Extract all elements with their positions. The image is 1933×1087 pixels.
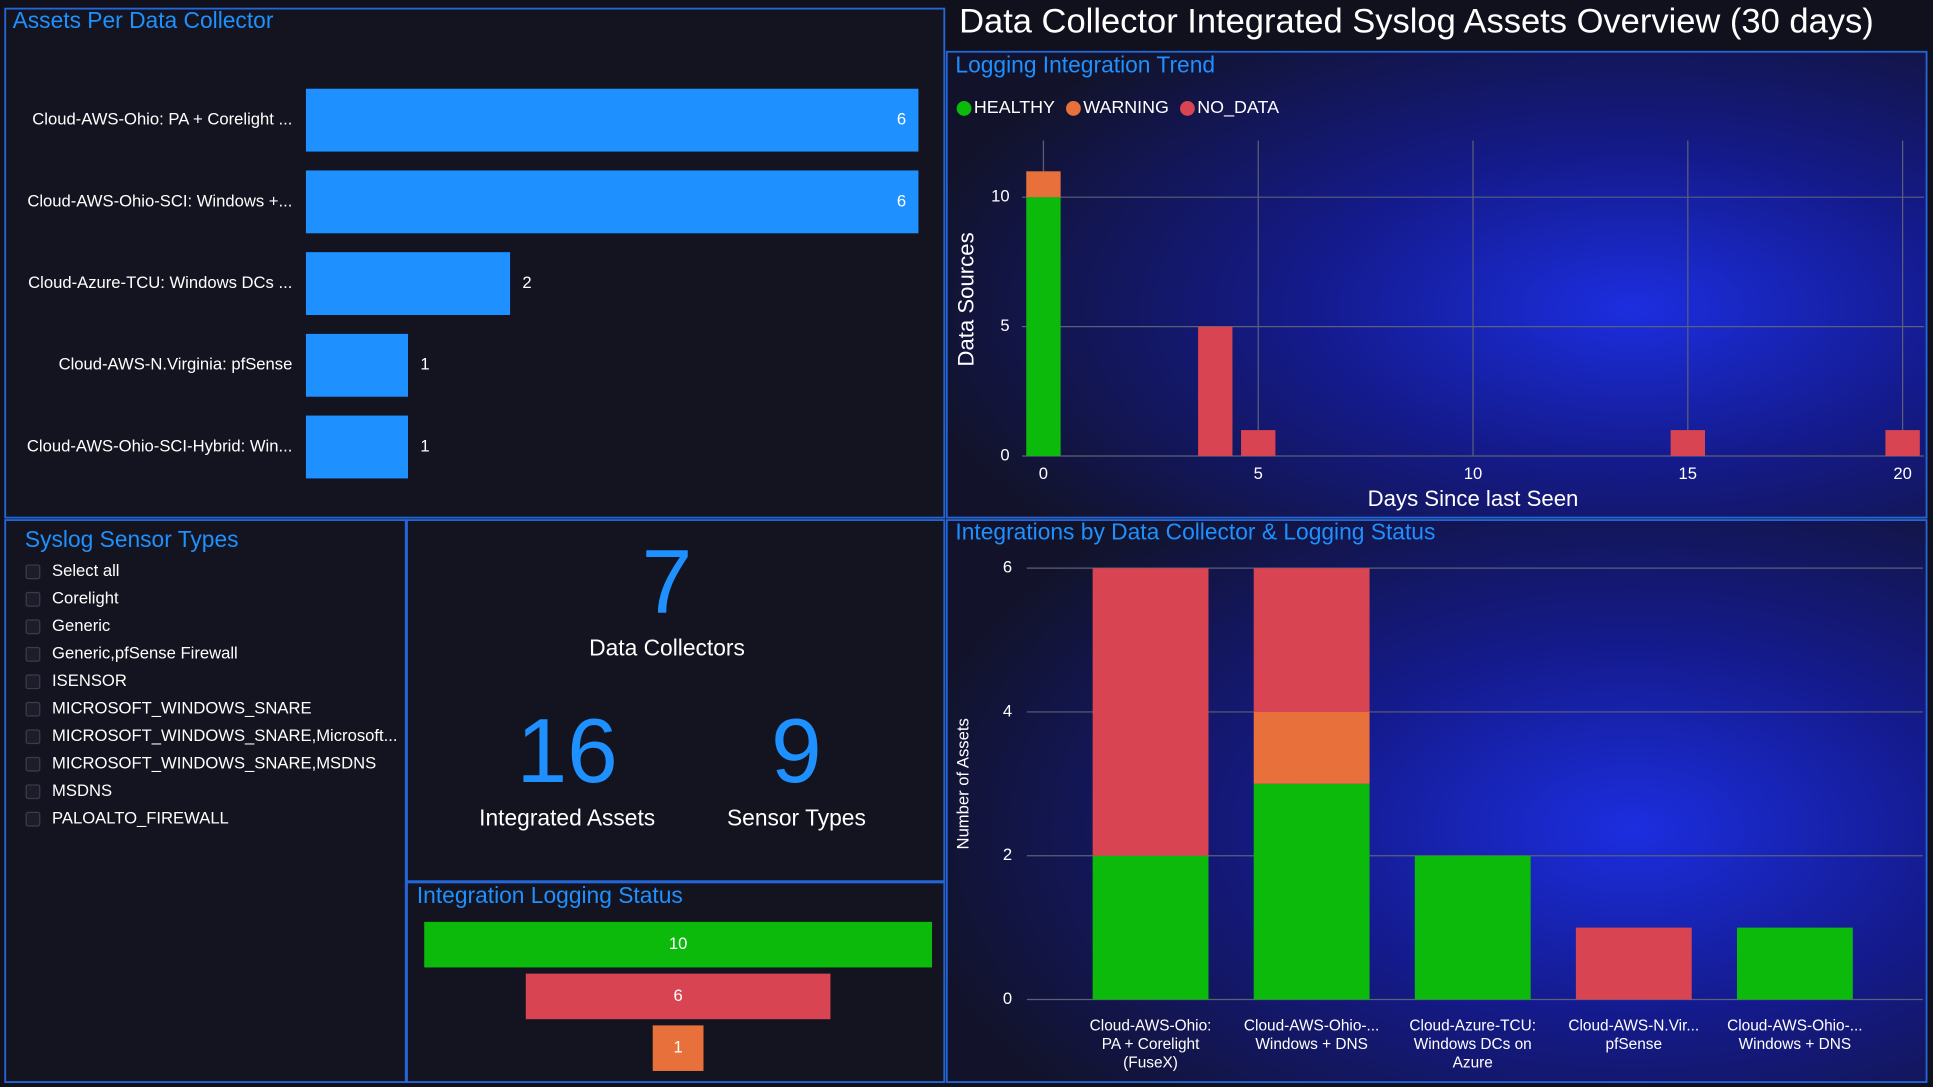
- data-label: 6: [673, 986, 682, 1005]
- checkbox[interactable]: [25, 701, 41, 717]
- bar: [1885, 430, 1920, 456]
- bar: [1198, 326, 1233, 456]
- y-tick-label: Cloud-AWS-Ohio-SCI: Windows +...: [27, 191, 292, 210]
- bar: [305, 252, 511, 316]
- legend-label: HEALTHY: [974, 97, 1055, 117]
- data-label: 1: [420, 436, 429, 455]
- data-label: 1: [420, 355, 429, 374]
- filter-option[interactable]: PALOALTO_FIREWALL: [52, 809, 229, 828]
- checkbox[interactable]: [25, 646, 41, 662]
- filter-option[interactable]: ISENSOR: [52, 671, 127, 690]
- chart-title: Integration Logging Status: [417, 882, 683, 908]
- kpi-label: Integrated Assets: [479, 805, 655, 831]
- page-title: Data Collector Integrated Syslog Assets …: [959, 3, 1874, 41]
- filter-option[interactable]: MICROSOFT_WINDOWS_SNARE,Microsoft...: [52, 726, 397, 745]
- funnel-segment: [424, 921, 932, 968]
- kpi-value: 7: [642, 531, 693, 633]
- filter-option[interactable]: Corelight: [52, 589, 119, 608]
- checkbox[interactable]: [25, 674, 41, 690]
- filter-option[interactable]: MICROSOFT_WINDOWS_SNARE: [52, 699, 312, 718]
- y-axis-title: Number of Assets: [953, 718, 972, 849]
- panel: [406, 519, 946, 883]
- legend-marker: [1180, 101, 1195, 116]
- checkbox[interactable]: [25, 811, 41, 827]
- bar: [1253, 568, 1370, 712]
- y-tick-label: Cloud-AWS-Ohio-SCI-Hybrid: Win...: [27, 436, 292, 455]
- legend-marker: [1066, 101, 1081, 116]
- bar: [305, 415, 409, 479]
- y-axis-title: Data Sources: [954, 232, 979, 366]
- kpi-label: Sensor Types: [727, 805, 866, 831]
- filter-option[interactable]: Generic: [52, 616, 110, 635]
- y-tick-label: 0: [1000, 445, 1009, 464]
- bar: [1241, 430, 1276, 456]
- x-tick-label: 20: [1893, 464, 1911, 483]
- bar: [1736, 927, 1853, 1000]
- legend-label: WARNING: [1083, 97, 1169, 117]
- bar: [305, 170, 919, 234]
- filter-option[interactable]: MSDNS: [52, 781, 112, 800]
- x-tick-label: Cloud-AWS-Ohio: PA + Corelight (FuseX): [1090, 1018, 1212, 1072]
- filter-title: Syslog Sensor Types: [25, 526, 239, 552]
- checkbox[interactable]: [25, 784, 41, 800]
- filter-option[interactable]: Generic,pfSense Firewall: [52, 644, 238, 663]
- chart-title: Integrations by Data Collector & Logging…: [955, 519, 1435, 545]
- kpi-label: Data Collectors: [589, 635, 745, 661]
- data-label: 6: [897, 110, 906, 129]
- data-label: 2: [522, 273, 531, 292]
- funnel-segment: [652, 1025, 704, 1071]
- legend-marker: [956, 101, 972, 116]
- x-tick-label: Cloud-Azure-TCU: Windows DCs on Azure: [1409, 1018, 1536, 1072]
- checkbox[interactable]: [25, 591, 41, 607]
- y-tick-label: 6: [1003, 558, 1012, 577]
- checkbox[interactable]: [25, 619, 41, 635]
- x-tick-label: Cloud-AWS-Ohio-... Windows + DNS: [1244, 1018, 1379, 1053]
- panel: [4, 519, 407, 1083]
- x-tick-label: Cloud-AWS-Ohio-... Windows + DNS: [1727, 1018, 1862, 1053]
- y-tick-label: Cloud-AWS-N.Virginia: pfSense: [59, 355, 293, 374]
- checkbox[interactable]: [25, 756, 41, 772]
- y-tick-label: Cloud-AWS-Ohio: PA + Corelight ...: [32, 110, 292, 129]
- x-tick-label: Cloud-AWS-N.Vir... pfSense: [1568, 1018, 1699, 1053]
- bar: [305, 88, 919, 152]
- y-tick-label: 10: [991, 187, 1010, 206]
- data-label: 10: [669, 934, 688, 953]
- panel: [945, 50, 1928, 519]
- chart-title: Logging Integration Trend: [955, 52, 1215, 78]
- legend-label: NO_DATA: [1197, 97, 1279, 118]
- y-tick-label: 0: [1003, 989, 1012, 1008]
- bar: [1026, 171, 1061, 198]
- bar: [1575, 927, 1692, 1000]
- bar: [1414, 855, 1531, 1000]
- bar: [1253, 783, 1370, 1000]
- filter-option[interactable]: Select all: [52, 561, 119, 580]
- checkbox[interactable]: [25, 729, 41, 745]
- bar: [1253, 711, 1370, 784]
- chart-title: Assets Per Data Collector: [13, 7, 274, 33]
- bar: [1092, 855, 1209, 1000]
- y-tick-label: 4: [1003, 701, 1012, 720]
- bar: [1026, 197, 1061, 456]
- x-tick-label: 5: [1254, 464, 1263, 483]
- bar: [1670, 430, 1706, 456]
- x-axis-title: Days Since last Seen: [1368, 486, 1579, 511]
- kpi-value: 9: [771, 700, 822, 802]
- x-tick-label: 10: [1464, 464, 1483, 483]
- filter-option[interactable]: MICROSOFT_WINDOWS_SNARE,MSDNS: [52, 754, 376, 773]
- bar: [305, 333, 409, 397]
- bar: [1092, 568, 1209, 856]
- funnel-segment: [525, 973, 831, 1020]
- x-tick-label: 0: [1039, 464, 1048, 483]
- data-label: 1: [673, 1038, 682, 1057]
- data-label: 6: [897, 191, 906, 210]
- kpi-value: 16: [516, 700, 617, 802]
- checkbox[interactable]: [25, 564, 41, 580]
- x-tick-label: 15: [1679, 464, 1697, 483]
- y-tick-label: Cloud-Azure-TCU: Windows DCs ...: [28, 273, 292, 292]
- y-tick-label: 2: [1003, 845, 1012, 864]
- y-tick-label: 5: [1000, 316, 1009, 335]
